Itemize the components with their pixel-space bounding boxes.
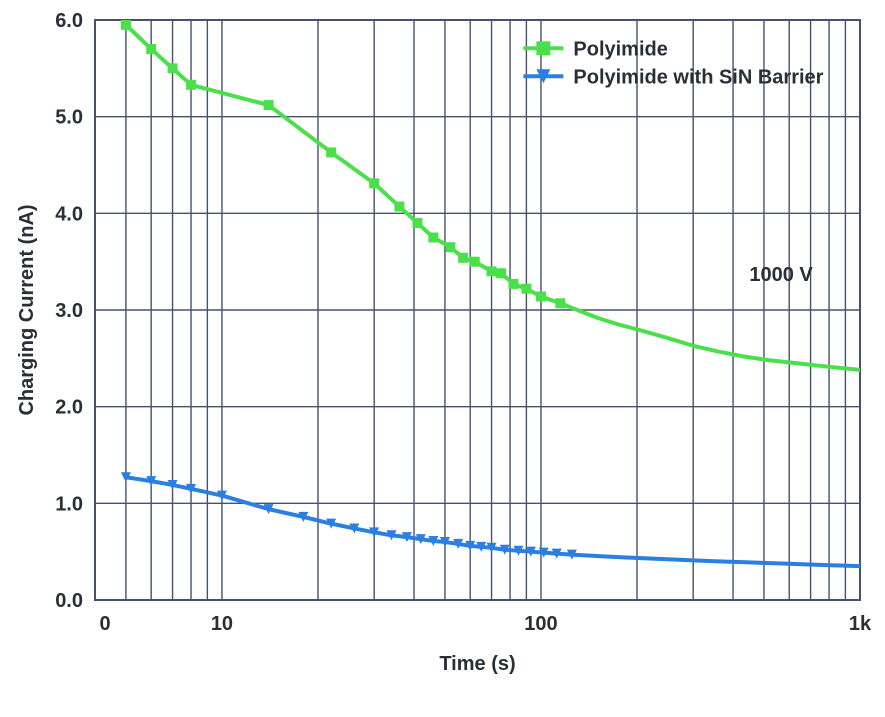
y-tick-label: 2.0 bbox=[55, 397, 83, 419]
legend-item-label: Polyimide bbox=[573, 38, 667, 60]
y-tick-label: 4.0 bbox=[55, 203, 83, 225]
y-tick-label: 1.0 bbox=[55, 493, 83, 515]
annotation-text: 1000 V bbox=[749, 264, 813, 286]
y-tick-label: 3.0 bbox=[55, 300, 83, 322]
chart-container: 0.0 1.0 2.0 3.0 4.0 5.0 6.0 10 100 1k 0 Time (s) Cha… bbox=[0, 0, 885, 717]
chart-svg: 0.0 1.0 2.0 3.0 4.0 5.0 6.0 10 100 1k 0 Time (s) Cha… bbox=[0, 0, 885, 717]
y-axis-label: Charging Current (nA) bbox=[16, 204, 38, 415]
x-tick-label: 1k bbox=[849, 613, 872, 635]
x-tick-label-zero: 0 bbox=[99, 613, 110, 635]
x-axis-label: Time (s) bbox=[439, 653, 515, 675]
y-tick-label: 0.0 bbox=[55, 590, 83, 612]
x-tick-label: 100 bbox=[524, 613, 557, 635]
y-tick-label: 6.0 bbox=[55, 10, 83, 32]
legend-item-label: Polyimide with SiN Barrier bbox=[573, 66, 823, 88]
y-tick-label: 5.0 bbox=[55, 107, 83, 129]
x-tick-label: 10 bbox=[211, 613, 233, 635]
